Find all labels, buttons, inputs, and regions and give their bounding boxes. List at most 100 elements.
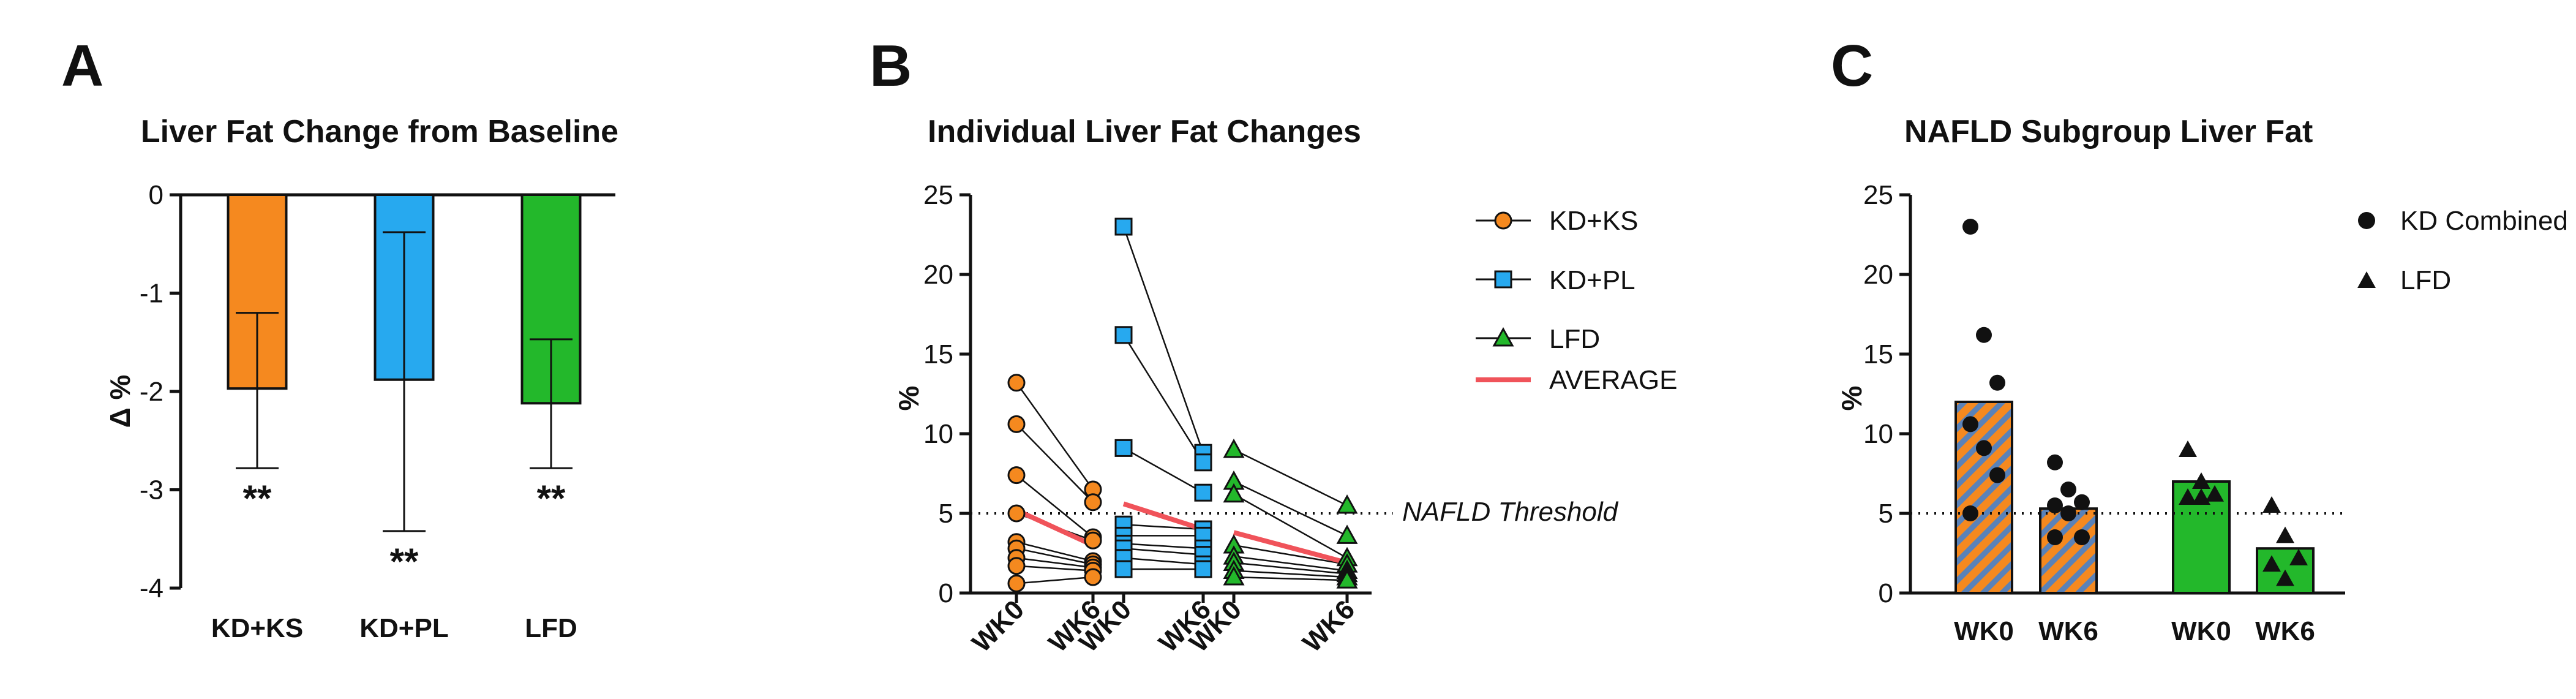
panel-b-subject-line — [1016, 423, 1094, 503]
panel-a: A Liver Fat Change from Baseline Δ % 0 -1… — [61, 33, 618, 643]
panel-b-subject-line — [1233, 544, 1348, 565]
panel-c-point — [2289, 548, 2308, 565]
panel-a-y-tick-label: 0 — [149, 180, 163, 210]
panel-b-x-label: WK6 — [1297, 594, 1361, 658]
panel-c-point — [2206, 485, 2224, 502]
panel-b-subject-line — [1122, 334, 1204, 463]
panel-b-point — [1084, 531, 1102, 550]
panel-c-y-label: % — [1836, 386, 1868, 411]
legend-marker — [1492, 327, 1514, 347]
panel-b-point — [1007, 574, 1026, 592]
panel-c-x-label: WK6 — [2255, 616, 2315, 646]
panel-a-significance: ** — [537, 478, 566, 519]
panel-b-letter: B — [869, 33, 912, 99]
panel-b-subject-line — [1233, 570, 1348, 578]
panel-a-y-tick-label: -2 — [140, 377, 163, 407]
panel-c-point — [1989, 467, 2005, 483]
legend-kdpl-label: KD+PL — [1549, 265, 1635, 295]
panel-b-threshold-label: NAFLD Threshold — [1402, 497, 1619, 527]
panel-b-point — [1084, 493, 1102, 512]
panel-c-plot: 0 5 10 15 20 25 WK0 WK6 WK0 WK6 — [1863, 180, 2345, 646]
panel-a-x-label: LFD — [525, 613, 577, 643]
panel-c-point — [2074, 529, 2090, 545]
legend-lfd-label: LFD — [1549, 324, 1600, 354]
panel-b-y-tick-label: 5 — [939, 499, 953, 529]
panel-b-point — [1223, 438, 1245, 458]
panel-c-title: NAFLD Subgroup Liver Fat — [1904, 114, 2313, 149]
panel-c-point — [1976, 440, 1992, 456]
panel-c-point — [1962, 416, 1978, 433]
panel-a-significance: ** — [243, 478, 272, 519]
panel-b-x-label: WK0 — [966, 594, 1030, 658]
panel-a-y-tick-label: -3 — [140, 475, 163, 505]
panel-a-y-tick-label: -1 — [140, 279, 163, 309]
panel-b-average-line — [1122, 501, 1204, 532]
panel-b-subject-line — [1233, 493, 1348, 559]
panel-c-x-label: WK0 — [2171, 616, 2231, 646]
panel-c-point — [2262, 555, 2281, 572]
panel-c-x-label: WK6 — [2038, 616, 2098, 646]
panel-b-subject-line — [1233, 555, 1348, 572]
panel-b-point — [1223, 565, 1245, 586]
panel-c-y-tick-label: 20 — [1863, 260, 1893, 290]
panel-c-y-tick-label: 25 — [1863, 180, 1893, 210]
panel-a-x-label: KD+KS — [211, 613, 303, 643]
panel-b-point — [1336, 524, 1358, 544]
panel-b-subject-line — [1233, 480, 1348, 537]
panel-b-subject-line — [1123, 447, 1204, 494]
panel-b-point — [1007, 504, 1026, 523]
panel-b-y-tick-label: 25 — [923, 180, 953, 210]
legend-triangle-marker — [2357, 271, 2376, 288]
panel-c-point — [2192, 472, 2210, 489]
panel-a-x-label: KD+PL — [359, 613, 448, 643]
panel-b-point — [1223, 483, 1245, 503]
panel-b-y-tick-label: 20 — [923, 260, 953, 290]
panel-b-point — [1194, 453, 1212, 472]
panel-c: C NAFLD Subgroup Liver Fat % 0 5 10 15 20 25 W… — [1831, 33, 2568, 646]
panel-c-point — [2179, 488, 2197, 505]
panel-b: B Individual Liver Fat Changes % NAFLD T… — [869, 33, 1677, 658]
panel-c-y-tick-label: 5 — [1879, 499, 1893, 529]
panel-b-subject-line — [1233, 448, 1348, 507]
panel-b-legend: KD+KS KD+PL LFD AVERAGE — [1476, 206, 1677, 395]
panel-c-y-tick-label: 10 — [1863, 419, 1893, 449]
panel-b-point — [1007, 374, 1026, 392]
panel-b-subject-line — [1016, 474, 1094, 538]
panel-c-point — [1962, 219, 1978, 235]
panel-c-point — [2179, 440, 2197, 457]
panel-c-point — [2060, 482, 2076, 497]
panel-b-y-label: % — [893, 386, 925, 411]
panel-b-point — [1114, 439, 1133, 457]
panel-c-x-label: WK0 — [1954, 616, 2014, 646]
panel-b-point — [1007, 557, 1026, 575]
panel-b-point — [1194, 560, 1212, 578]
panel-b-point — [1114, 217, 1133, 236]
panel-b-subject-line — [1123, 547, 1204, 556]
panel-b-average-line — [1233, 530, 1348, 565]
panel-c-point — [2276, 569, 2294, 586]
panel-b-subject-line — [1123, 543, 1204, 550]
panel-c-point — [1962, 505, 1978, 521]
panel-a-significance: ** — [390, 541, 419, 582]
panel-c-point — [2047, 529, 2063, 545]
legend-kdks-label: KD+KS — [1549, 206, 1639, 236]
legend-marker — [1494, 211, 1512, 230]
panel-c-point — [2262, 496, 2281, 513]
panel-b-subject-line — [1233, 576, 1348, 581]
panel-b-subject-line — [1016, 576, 1094, 584]
panel-c-legend: KD Combined LFD — [2357, 206, 2568, 295]
panel-c-y-tick-label: 0 — [1879, 578, 1893, 608]
panel-b-subject-line — [1123, 557, 1204, 565]
legend-kd-combined-label: KD Combined — [2400, 206, 2568, 236]
panel-b-point — [1007, 466, 1026, 485]
panel-b-subject-line — [1233, 562, 1348, 575]
legend-average-label: AVERAGE — [1549, 365, 1677, 395]
panel-c-letter: C — [1831, 33, 1873, 99]
panel-b-average-line — [1015, 508, 1094, 548]
panel-c-point — [2047, 497, 2063, 513]
legend-lfd-c-label: LFD — [2400, 265, 2451, 295]
panel-b-subject-line — [1016, 557, 1094, 569]
panel-b-point — [1336, 494, 1358, 514]
panel-b-title: Individual Liver Fat Changes — [928, 114, 1361, 149]
